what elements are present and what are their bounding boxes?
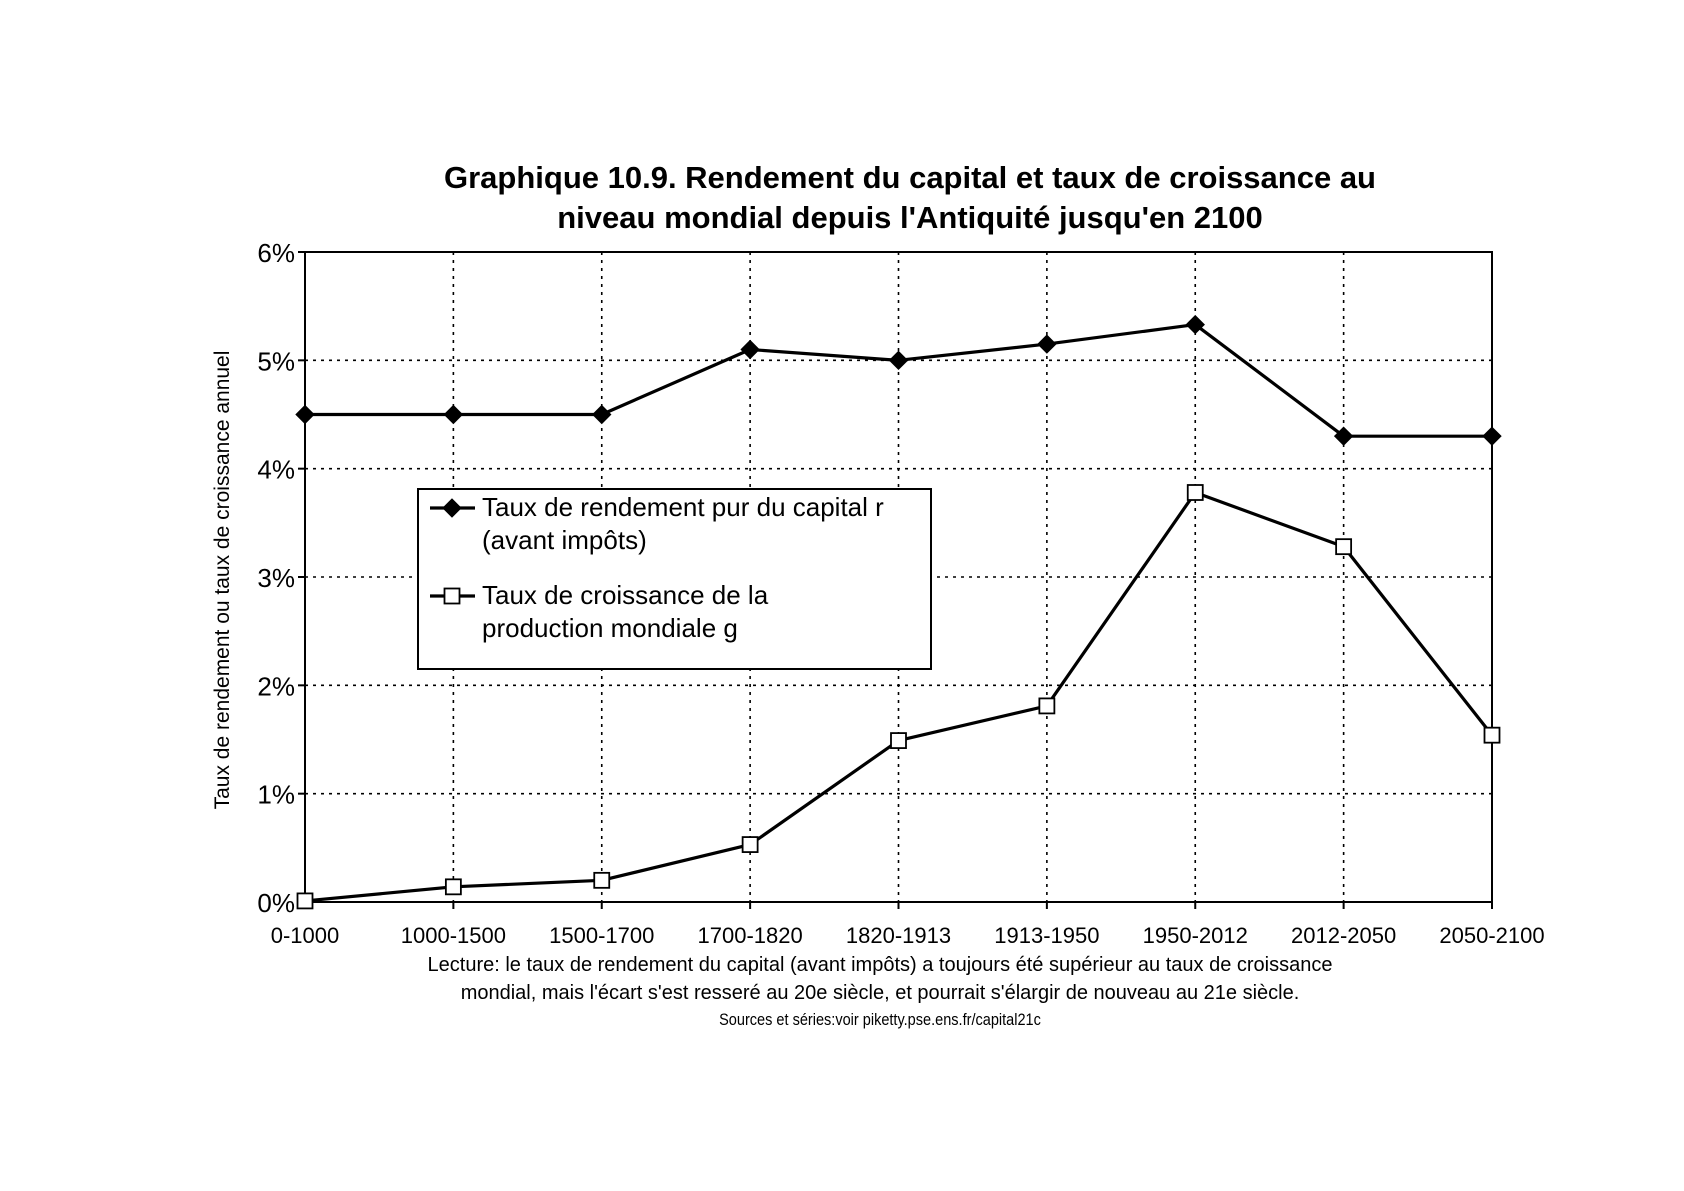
legend: Taux de rendement pur du capital r(avant… <box>417 488 932 670</box>
x-tick-label: 1000-1500 <box>401 923 506 948</box>
data-point-diamond <box>592 404 612 425</box>
x-tick-label: 2012-2050 <box>1291 923 1396 948</box>
data-point-square <box>741 836 759 853</box>
axis-layer: 0% 1% 2% 3% 4% 5% 6% 0-1000 1000-1500 1500-1700 17… <box>257 238 1544 948</box>
data-point-diamond <box>740 339 760 360</box>
data-point-square <box>296 892 314 910</box>
series-layer <box>295 314 1502 910</box>
y-tick-label: 4% <box>257 455 295 485</box>
data-point-diamond <box>1037 334 1057 354</box>
data-point-square <box>1038 697 1056 715</box>
y-tick-label: 5% <box>257 346 295 376</box>
x-tick-label: 1820-1913 <box>846 923 951 948</box>
x-tick-label: 2050-2100 <box>1439 923 1544 948</box>
source-note: Sources et séries:voir piketty.pse.ens.f… <box>719 1011 1041 1029</box>
x-tick-label: 1500-1700 <box>549 923 654 948</box>
x-tick-label: 1913-1950 <box>994 923 1099 948</box>
data-point-diamond <box>1185 314 1205 335</box>
caption-line-1: Lecture: le taux de rendement du capital… <box>427 954 1333 976</box>
y-tick-label: 3% <box>257 563 295 593</box>
legend-marker-square <box>443 587 461 605</box>
data-point-diamond <box>443 404 464 425</box>
data-point-square <box>444 878 462 896</box>
chart-title-line-1: Graphique 10.9. Rendement du capital et … <box>443 160 1376 195</box>
y-tick-label: 0% <box>257 888 295 918</box>
legend-label-2-line-1: Taux de croissance de la <box>482 580 769 610</box>
data-point-diamond <box>295 404 315 425</box>
x-tick-label: 1950-2012 <box>1143 923 1248 948</box>
y-tick-label: 2% <box>257 671 295 701</box>
legend-marker-diamond <box>442 498 462 518</box>
data-point-square <box>1483 726 1501 744</box>
series-2 <box>296 484 1501 910</box>
y-tick-label: 6% <box>257 238 295 268</box>
caption-line-2: mondial, mais l'écart s'est resseré au 2… <box>460 982 1300 1004</box>
x-tick-label: 1700-1820 <box>698 923 803 948</box>
y-axis-label: Taux de rendement ou taux de croissance … <box>211 351 234 810</box>
data-point-diamond <box>888 350 909 371</box>
data-point-square <box>1335 538 1353 556</box>
legend-label-2-line-2: production mondiale g <box>482 613 738 643</box>
x-tick-label: 0-1000 <box>271 923 340 948</box>
legend-label-1-line-1: Taux de rendement pur du capital r <box>482 492 884 522</box>
legend-label-1-line-2: (avant impôts) <box>482 525 647 555</box>
series-1 <box>295 314 1502 446</box>
data-point-diamond <box>1333 426 1354 446</box>
legend-box <box>417 488 932 670</box>
y-tick-label: 1% <box>257 780 295 810</box>
data-point-square <box>593 871 611 889</box>
data-point-square <box>1186 484 1204 501</box>
chart-title-line-2: niveau mondial depuis l'Antiquité jusqu'… <box>557 200 1263 235</box>
data-point-diamond <box>1482 426 1502 446</box>
data-point-square <box>890 732 907 749</box>
